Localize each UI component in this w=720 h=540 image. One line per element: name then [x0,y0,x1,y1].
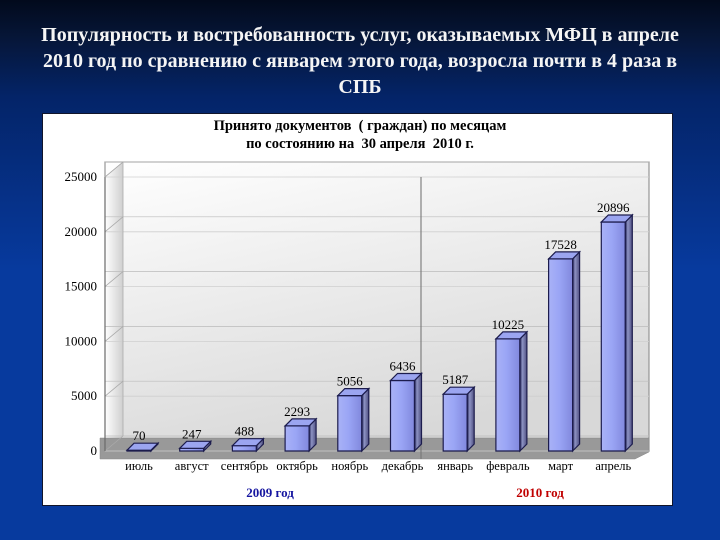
svg-text:25000: 25000 [65,169,98,184]
svg-text:15000: 15000 [65,279,98,294]
svg-text:488: 488 [235,424,255,439]
svg-text:20896: 20896 [597,200,630,215]
svg-text:2293: 2293 [284,404,310,419]
svg-text:6436: 6436 [390,359,417,374]
svg-text:5056: 5056 [337,374,364,389]
svg-text:0: 0 [91,443,98,458]
svg-text:247: 247 [182,426,202,441]
svg-text:20000: 20000 [65,224,98,239]
svg-text:10000: 10000 [65,333,98,348]
svg-text:5000: 5000 [71,388,97,403]
svg-text:5187: 5187 [442,372,469,387]
svg-text:70: 70 [133,428,146,443]
svg-text:17528: 17528 [544,237,577,252]
svg-text:10225: 10225 [492,317,525,332]
